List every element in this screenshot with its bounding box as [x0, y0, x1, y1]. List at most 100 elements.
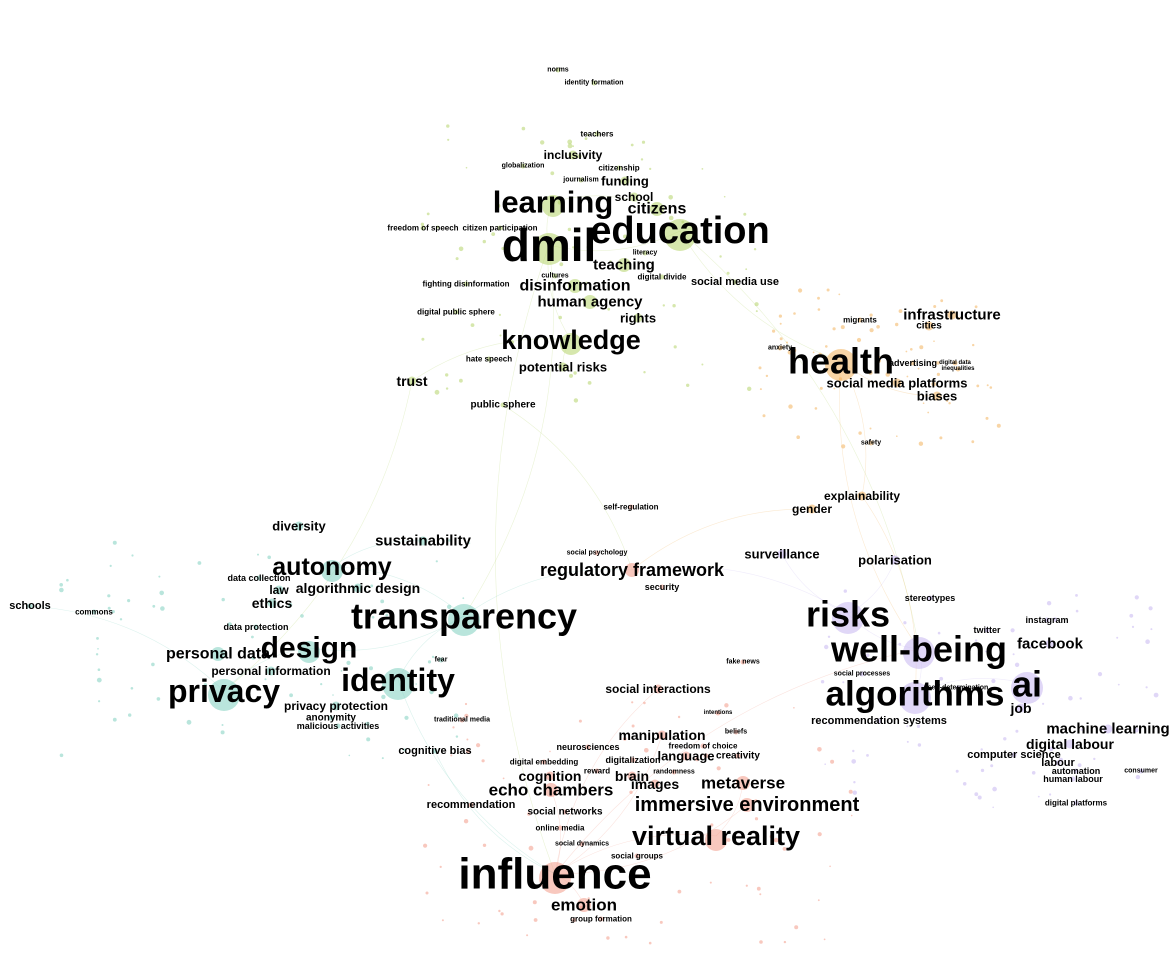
- node-potential-risks[interactable]: [558, 362, 568, 372]
- node-social-dynamics[interactable]: [579, 841, 585, 847]
- node-risks[interactable]: [832, 602, 864, 634]
- label-transparency[interactable]: transparency: [351, 596, 577, 637]
- node-facebook[interactable]: [1045, 639, 1055, 649]
- label-recommendation[interactable]: recommendation: [427, 799, 516, 811]
- label-self-determination[interactable]: self-determination: [928, 685, 989, 692]
- label-citizens[interactable]: citizens: [628, 201, 687, 218]
- node-job[interactable]: [1016, 703, 1026, 713]
- node-teachers[interactable]: [594, 131, 600, 137]
- label-digital-labour[interactable]: digital labour: [1026, 736, 1114, 752]
- label-social-media-platforms[interactable]: social media platforms: [827, 376, 968, 391]
- node-randomness[interactable]: [671, 769, 677, 775]
- node-cities[interactable]: [924, 321, 934, 331]
- label-digital-divide[interactable]: digital divide: [638, 273, 687, 282]
- node-stereotypes[interactable]: [927, 595, 933, 601]
- label-brain[interactable]: brain: [615, 768, 649, 784]
- node-fake-news[interactable]: [740, 659, 746, 665]
- label-privacy[interactable]: privacy: [168, 673, 280, 709]
- node-self-determination[interactable]: [955, 685, 961, 691]
- node-infrastructure[interactable]: [947, 310, 957, 320]
- node-traditional-media[interactable]: [459, 717, 465, 723]
- node-cultures[interactable]: [552, 273, 558, 279]
- node-inclusivity[interactable]: [568, 150, 578, 160]
- label-knowledge[interactable]: knowledge: [501, 325, 641, 355]
- label-trust[interactable]: trust: [396, 373, 427, 389]
- node-dmil[interactable]: [533, 233, 565, 265]
- label-public-sphere[interactable]: public sphere: [470, 400, 535, 411]
- node-literacy[interactable]: [642, 250, 648, 256]
- node-cognitive-bias[interactable]: [432, 748, 438, 754]
- label-language[interactable]: language: [657, 749, 714, 764]
- node-hate-speech[interactable]: [486, 356, 492, 362]
- label-online-media[interactable]: online media: [536, 824, 585, 833]
- node-transparency[interactable]: [448, 604, 480, 636]
- node-social-media-platforms[interactable]: [892, 378, 902, 388]
- node-trust[interactable]: [407, 376, 417, 386]
- label-identity[interactable]: identity: [341, 662, 455, 698]
- label-cognitive-bias[interactable]: cognitive bias: [398, 745, 471, 757]
- label-literacy[interactable]: literacy: [633, 250, 658, 257]
- node-digital-public-sphere[interactable]: [453, 309, 459, 315]
- label-twitter[interactable]: twitter: [974, 625, 1001, 635]
- label-algorithmic-design[interactable]: algorithmic design: [296, 580, 420, 596]
- label-citizen-participation[interactable]: citizen participation: [462, 224, 537, 233]
- label-stereotypes[interactable]: stereotypes: [905, 593, 956, 603]
- label-metaverse[interactable]: metaverse: [701, 774, 785, 793]
- label-schools[interactable]: schools: [9, 600, 51, 612]
- node-personal-data[interactable]: [211, 647, 225, 661]
- node-influence[interactable]: [539, 862, 571, 894]
- label-recommendation-systems[interactable]: recommendation systems: [811, 715, 947, 727]
- node-instagram[interactable]: [1044, 617, 1050, 623]
- node-sustainability[interactable]: [418, 536, 428, 546]
- label-health[interactable]: health: [788, 341, 894, 382]
- label-infrastructure[interactable]: infrastructure: [903, 307, 1001, 324]
- node-anonymity[interactable]: [328, 715, 334, 721]
- node-social-psychology[interactable]: [594, 550, 600, 556]
- label-emotion[interactable]: emotion: [551, 896, 617, 915]
- node-law[interactable]: [274, 585, 284, 595]
- node-safety[interactable]: [868, 440, 874, 446]
- label-regulatory-framework[interactable]: regulatory framework: [540, 560, 725, 580]
- node-manipulation[interactable]: [657, 730, 667, 740]
- label-fear[interactable]: fear: [435, 657, 448, 664]
- node-data-protection[interactable]: [253, 624, 259, 630]
- node-school[interactable]: [629, 192, 639, 202]
- node-biases[interactable]: [932, 391, 942, 401]
- label-anonymity[interactable]: anonymity: [306, 713, 356, 724]
- label-school[interactable]: school: [615, 190, 654, 204]
- node-citizens[interactable]: [650, 202, 664, 216]
- label-privacy-protection[interactable]: privacy protection: [284, 699, 388, 713]
- node-explainability[interactable]: [857, 491, 867, 501]
- node-group-formation[interactable]: [598, 916, 604, 922]
- node-autonomy[interactable]: [321, 560, 343, 582]
- node-identity-formation[interactable]: [591, 80, 597, 86]
- node-freedom-of-choice[interactable]: [700, 743, 706, 749]
- label-digital-public-sphere[interactable]: digital public sphere: [417, 308, 495, 317]
- node-personal-information[interactable]: [266, 666, 276, 676]
- label-risks[interactable]: risks: [806, 594, 890, 635]
- node-advertising[interactable]: [910, 360, 916, 366]
- label-freedom-of-speech[interactable]: freedom of speech: [387, 224, 458, 233]
- node-funding[interactable]: [620, 176, 630, 186]
- label-citizenship[interactable]: citizenship: [598, 164, 639, 173]
- label-influence[interactable]: influence: [458, 850, 651, 899]
- label-social-psychology[interactable]: social psychology: [567, 550, 628, 557]
- node-well-being[interactable]: [903, 637, 935, 669]
- label-digital-embedding[interactable]: digital embedding: [510, 758, 579, 767]
- label-computer-science[interactable]: computer science: [967, 749, 1061, 761]
- node-design[interactable]: [298, 641, 320, 663]
- node-language[interactable]: [681, 751, 691, 761]
- node-fear[interactable]: [438, 657, 444, 663]
- label-social-groups[interactable]: social groups: [611, 852, 664, 861]
- label-cultures[interactable]: cultures: [541, 273, 568, 280]
- label-beliefs[interactable]: beliefs: [725, 729, 747, 736]
- label-intentions[interactable]: intentions: [704, 710, 733, 716]
- node-citizen-participation[interactable]: [497, 225, 503, 231]
- node-freedom-of-speech[interactable]: [420, 225, 426, 231]
- node-consumer[interactable]: [1138, 768, 1144, 774]
- label-anxiety[interactable]: anxiety: [768, 345, 792, 352]
- label-commons[interactable]: commons: [75, 608, 113, 617]
- node-immersive-environment[interactable]: [740, 798, 754, 812]
- node-images[interactable]: [650, 779, 660, 789]
- label-self-regulation[interactable]: self-regulation: [603, 503, 658, 512]
